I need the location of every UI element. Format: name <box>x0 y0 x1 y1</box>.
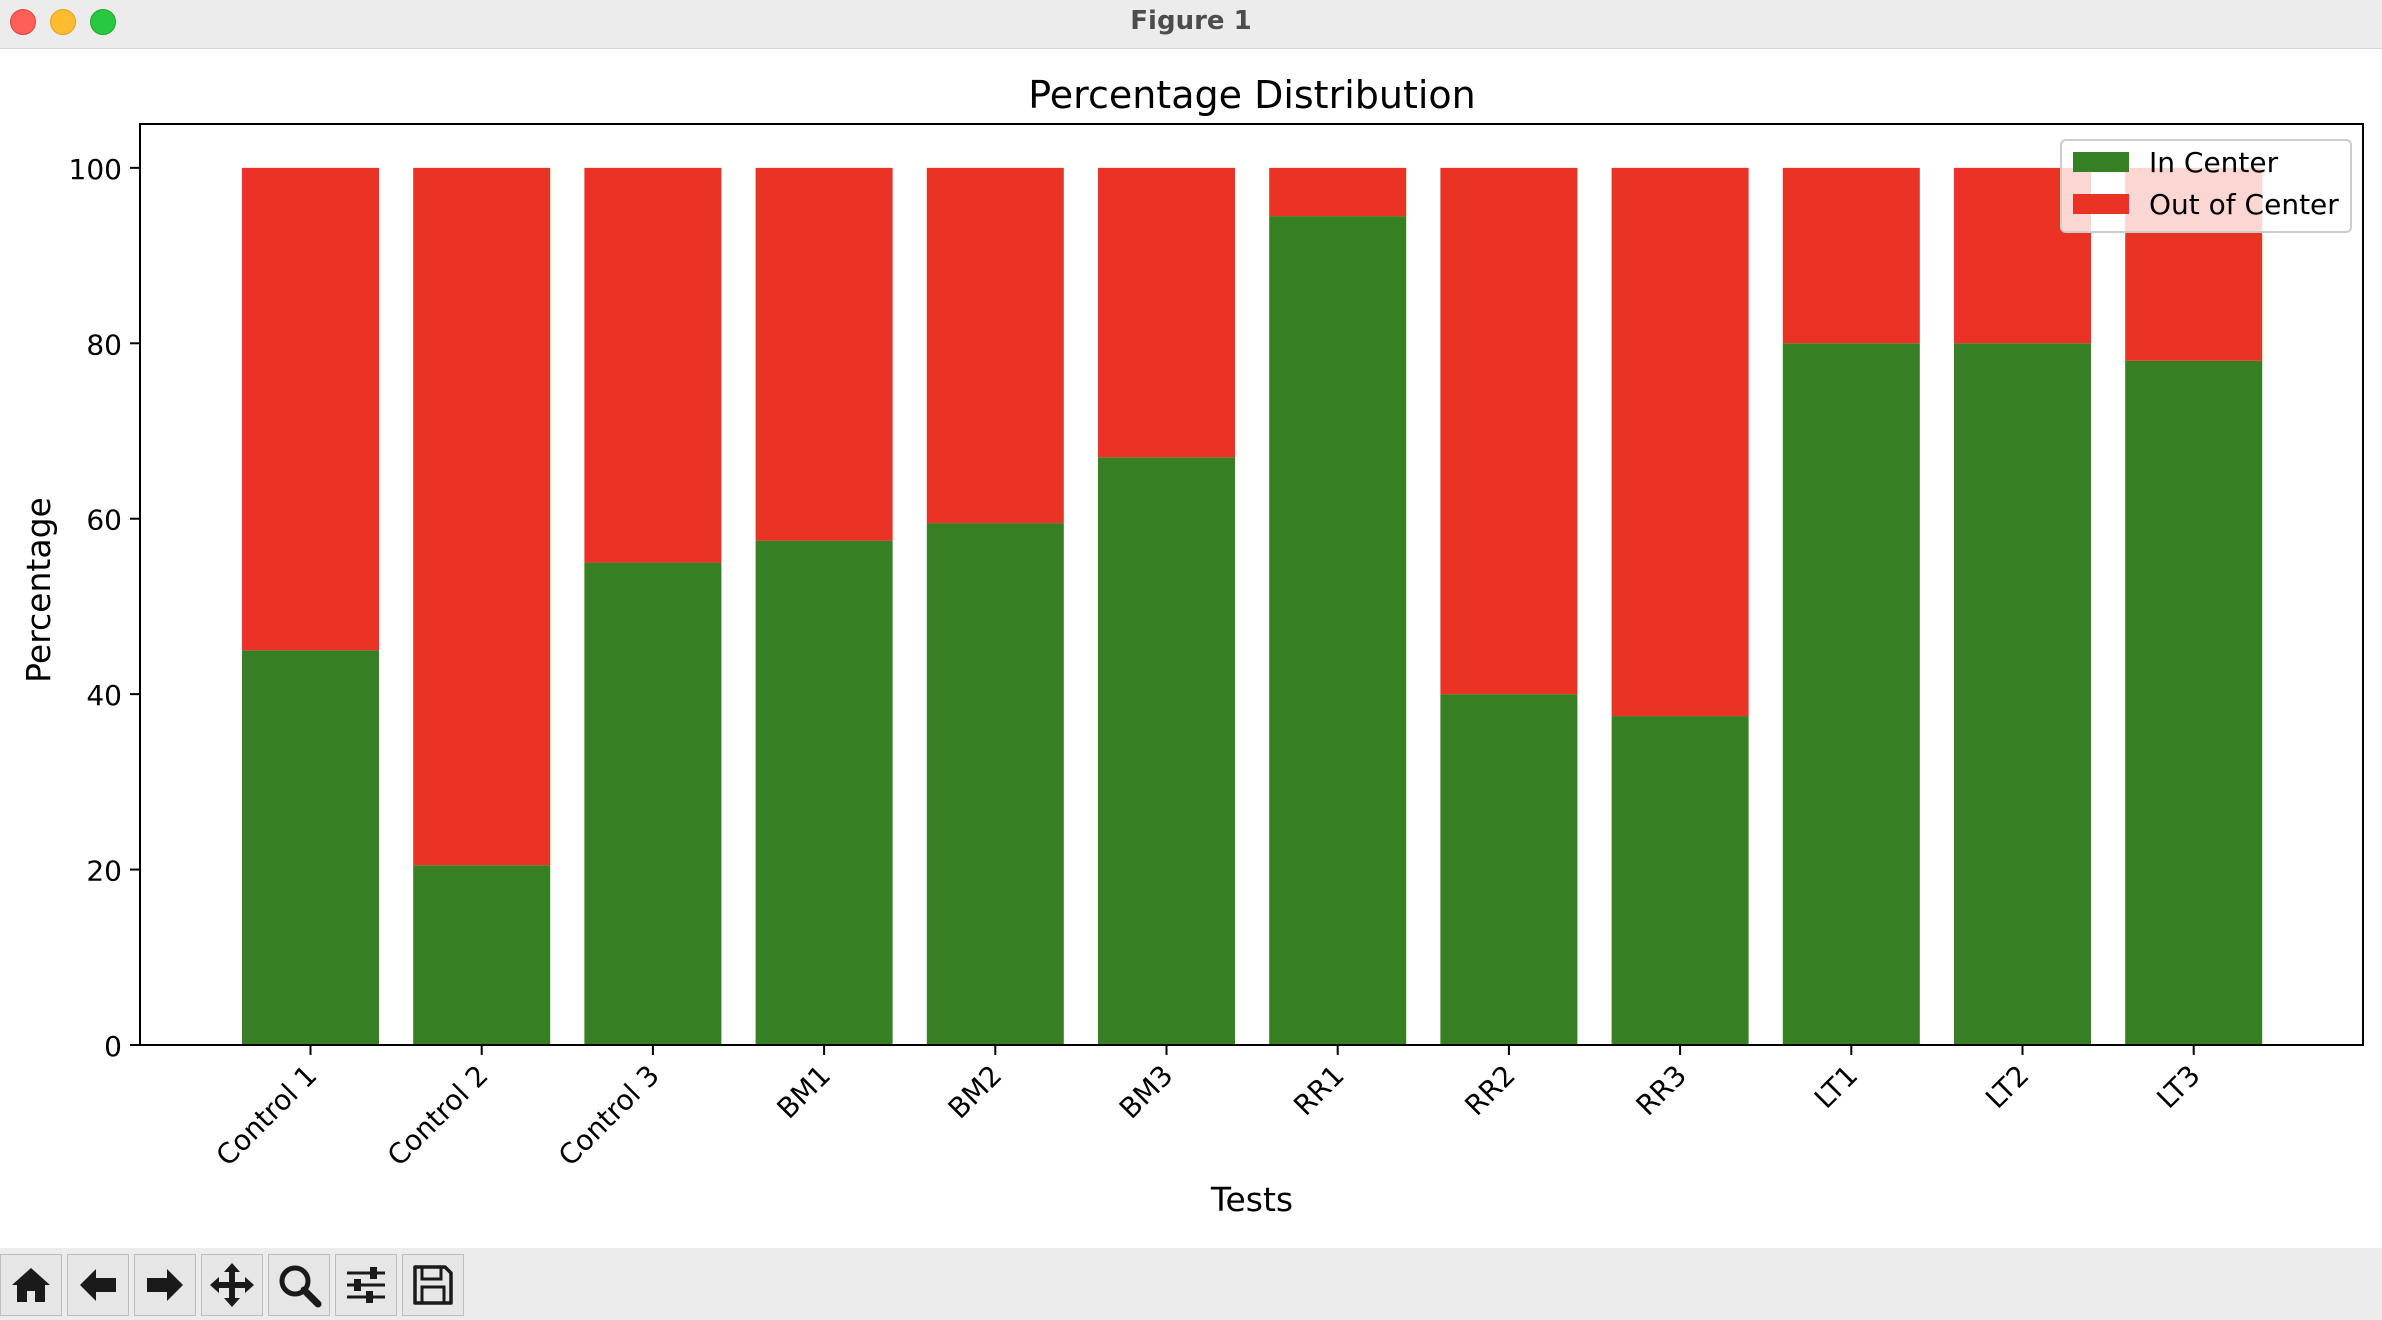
x-tick-label: RR1 <box>1287 1059 1350 1122</box>
bar-out-of-center <box>242 167 379 651</box>
maximize-window-button[interactable] <box>90 9 116 35</box>
save-icon <box>413 1265 453 1305</box>
bar-out-of-center <box>413 167 551 866</box>
arrow-right-icon <box>147 1269 183 1301</box>
home-button[interactable] <box>0 1254 62 1316</box>
bar-out-of-center <box>755 167 893 541</box>
bar-in-center <box>584 562 722 1045</box>
bar-out-of-center <box>926 167 1064 524</box>
bar-in-center <box>242 650 379 1045</box>
x-tick-label: BM1 <box>770 1059 837 1126</box>
bar-in-center <box>1269 216 1407 1046</box>
x-tick-label: Control 3 <box>552 1059 666 1173</box>
axes-frame <box>139 123 2364 1046</box>
close-window-button[interactable] <box>10 9 36 35</box>
bar-out-of-center <box>1098 167 1235 458</box>
legend-swatch <box>2073 194 2129 214</box>
x-tick-label: Control 2 <box>381 1059 495 1173</box>
x-tick-label: LT3 <box>2150 1059 2206 1115</box>
bar-in-center <box>1954 343 2091 1045</box>
legend-swatch <box>2073 152 2129 172</box>
y-tick-label: 20 <box>86 855 122 888</box>
window-title: Figure 1 <box>1130 6 1252 36</box>
x-tick-label: LT2 <box>1979 1059 2035 1115</box>
zoom-button[interactable] <box>268 1254 330 1316</box>
x-tick-label: RR2 <box>1458 1059 1521 1122</box>
x-tick-label: Control 1 <box>210 1059 324 1173</box>
y-tick-label: 0 <box>104 1030 122 1063</box>
title-bar: Figure 1 <box>0 0 2382 49</box>
y-tick-label: 60 <box>86 504 122 537</box>
legend: In Center Out of Center <box>2060 139 2352 233</box>
forward-button[interactable] <box>134 1254 196 1316</box>
home-icon <box>12 1268 50 1302</box>
save-button[interactable] <box>402 1254 464 1316</box>
x-tick-label: BM2 <box>942 1059 1009 1126</box>
bar-in-center <box>1098 457 1235 1045</box>
bar-in-center <box>1611 716 1749 1045</box>
pan-button[interactable] <box>201 1254 263 1316</box>
legend-box <box>2060 139 2352 233</box>
bar-out-of-center <box>1269 167 1407 217</box>
bars-layer <box>242 167 2263 1046</box>
move-icon <box>210 1263 254 1307</box>
y-tick-label: 80 <box>86 328 122 361</box>
bar-out-of-center <box>1611 167 1749 717</box>
arrow-left-icon <box>80 1269 116 1301</box>
y-tick-label: 100 <box>69 153 122 186</box>
bar-in-center <box>1782 343 1920 1045</box>
zoom-icon <box>279 1265 322 1308</box>
y-tick-label: 40 <box>86 679 122 712</box>
bar-in-center <box>755 540 893 1045</box>
back-button[interactable] <box>67 1254 129 1316</box>
legend-label: In Center <box>2149 146 2279 179</box>
configure-subplots-button[interactable] <box>335 1254 397 1316</box>
x-axis-label: Tests <box>1210 1180 1293 1219</box>
minimize-window-button[interactable] <box>50 9 76 35</box>
sliders-icon <box>347 1267 385 1303</box>
x-tick-label: LT1 <box>1808 1059 1864 1115</box>
bar-in-center <box>413 865 551 1045</box>
x-tick-label: BM3 <box>1113 1059 1180 1126</box>
bar-out-of-center <box>584 167 722 563</box>
y-axis-label: Percentage <box>19 497 58 683</box>
navigation-toolbar <box>0 1248 2382 1320</box>
bar-in-center <box>926 523 1064 1045</box>
legend-label: Out of Center <box>2149 188 2339 221</box>
bar-out-of-center <box>1782 167 1920 344</box>
chart-title: Percentage Distribution <box>1028 73 1476 117</box>
bar-out-of-center <box>1440 167 1578 695</box>
chart-canvas: Percentage Distribution Percentage Tests… <box>19 73 2364 1219</box>
bar-in-center <box>2125 360 2263 1045</box>
bar-in-center <box>1440 694 1578 1045</box>
x-tick-label: RR3 <box>1630 1059 1693 1122</box>
